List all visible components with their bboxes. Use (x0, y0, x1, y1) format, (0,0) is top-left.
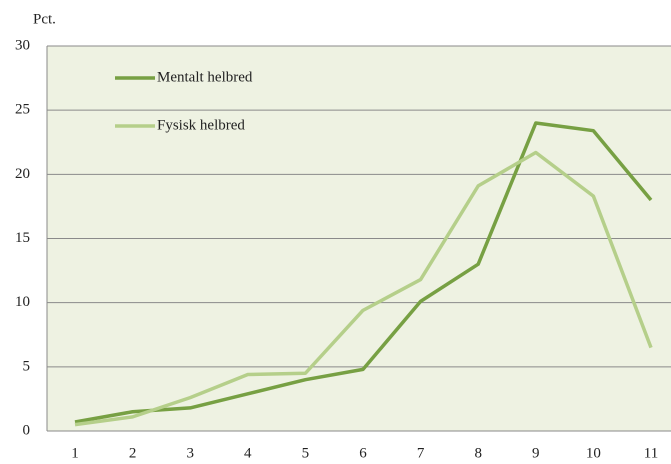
x-tick-label: 6 (359, 445, 367, 461)
x-tick-label: 11 (644, 445, 658, 461)
y-tick-label: 0 (23, 422, 31, 438)
series-line (74, 121, 653, 424)
legend-label: Fysisk helbred (157, 117, 245, 133)
x-tick-label: 5 (302, 445, 310, 461)
x-tick-label: 2 (129, 445, 137, 461)
y-tick-label: 25 (15, 102, 30, 118)
y-tick-label: 20 (15, 166, 30, 182)
x-tick-label: 7 (417, 445, 425, 461)
x-tick-label: 4 (244, 445, 252, 461)
y-axis-label: Pct. (33, 11, 56, 27)
y-tick-label: 5 (23, 358, 31, 374)
x-tick-label: 3 (186, 445, 194, 461)
y-tick-label: 30 (15, 37, 30, 53)
x-tick-label: 1 (71, 445, 79, 461)
x-tick-label: 8 (474, 445, 482, 461)
series-line (74, 150, 653, 427)
x-tick-label: 9 (532, 445, 540, 461)
y-tick-label: 15 (15, 230, 30, 246)
legend-label: Mentalt helbred (157, 69, 253, 85)
x-tick-label: 10 (586, 445, 601, 461)
y-tick-label: 10 (15, 294, 30, 310)
